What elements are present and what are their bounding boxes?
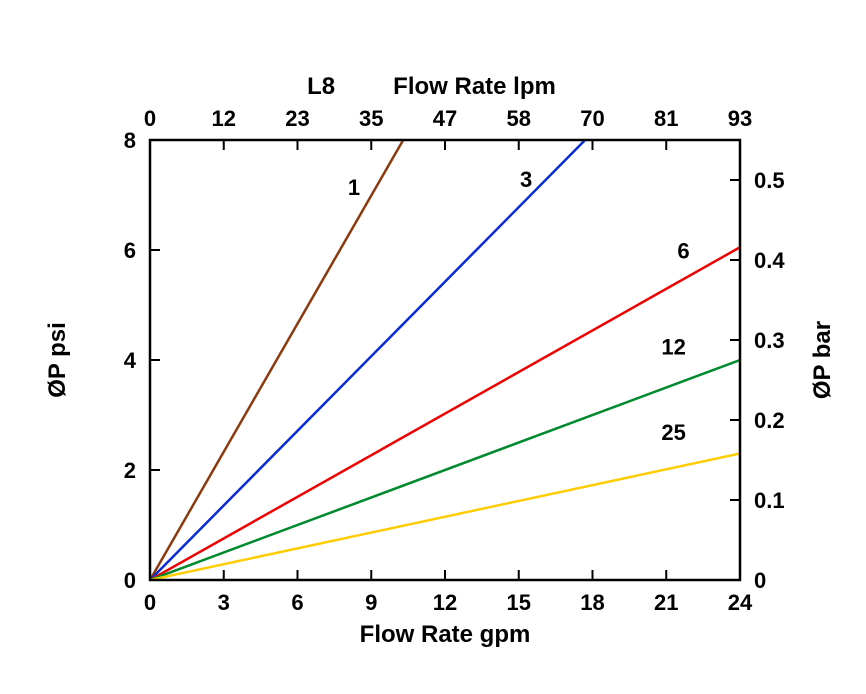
x-top-tick-label: 35 — [359, 106, 383, 131]
x-top-tick-label: 23 — [285, 106, 309, 131]
x-bottom-tick-label: 9 — [365, 590, 377, 615]
series-label-3: 3 — [520, 167, 532, 192]
y-left-tick-label: 2 — [124, 458, 136, 483]
x-bottom-tick-label: 18 — [580, 590, 604, 615]
x-top-tick-label: 70 — [580, 106, 604, 131]
series-label-12: 12 — [661, 335, 685, 360]
x-top-tick-label: 58 — [507, 106, 531, 131]
x-top-tick-label: 12 — [212, 106, 236, 131]
y-left-tick-label: 6 — [124, 238, 136, 263]
x-bottom-tick-label: 6 — [291, 590, 303, 615]
x-top-tick-label: 81 — [654, 106, 678, 131]
x-bottom-tick-label: 15 — [507, 590, 531, 615]
y-left-tick-label: 0 — [124, 568, 136, 593]
x-top-tick-label: 93 — [728, 106, 752, 131]
series-label-6: 6 — [677, 238, 689, 263]
x-top-title-prefix: L8 — [307, 73, 335, 100]
x-top-tick-label: 0 — [144, 106, 156, 131]
x-bottom-tick-label: 12 — [433, 590, 457, 615]
y-left-tick-label: 8 — [124, 128, 136, 153]
x-bottom-tick-label: 0 — [144, 590, 156, 615]
y-right-tick-label: 0.4 — [754, 248, 785, 273]
y-left-tick-label: 4 — [124, 348, 137, 373]
x-bottom-tick-label: 21 — [654, 590, 678, 615]
y-right-axis-label: ØP bar — [809, 321, 836, 399]
pressure-flow-chart: 03691215182124Flow Rate gpm0122335475870… — [0, 0, 866, 694]
y-left-axis-label: ØP psi — [44, 322, 71, 398]
series-label-25: 25 — [661, 420, 685, 445]
y-right-tick-label: 0.1 — [754, 488, 785, 513]
y-right-tick-label: 0.3 — [754, 328, 785, 353]
y-right-tick-label: 0 — [754, 568, 766, 593]
x-top-axis-label: Flow Rate lpm — [393, 73, 556, 100]
x-top-tick-label: 47 — [433, 106, 457, 131]
x-bottom-tick-label: 3 — [218, 590, 230, 615]
series-label-1: 1 — [348, 175, 360, 200]
x-bottom-tick-label: 24 — [728, 590, 753, 615]
y-right-tick-label: 0.2 — [754, 408, 785, 433]
y-right-tick-label: 0.5 — [754, 168, 785, 193]
x-bottom-axis-label: Flow Rate gpm — [360, 621, 531, 648]
